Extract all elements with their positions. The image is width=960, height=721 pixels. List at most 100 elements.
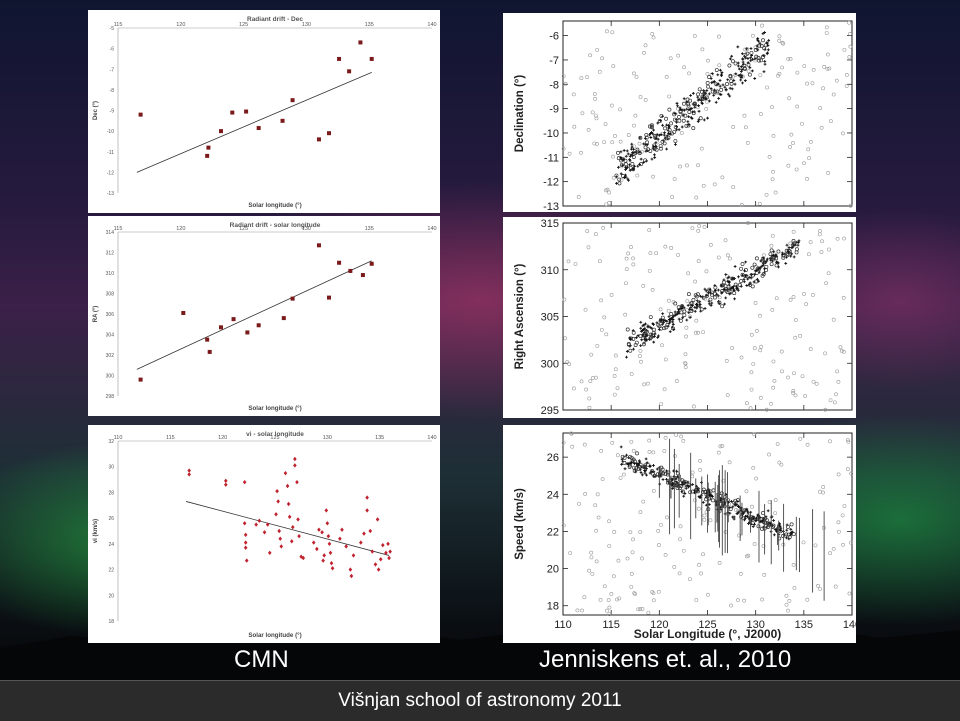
background-point [633, 592, 638, 596]
data-point [290, 296, 295, 301]
data-point [322, 553, 326, 558]
data-point [665, 469, 668, 473]
background-point [813, 543, 818, 548]
data-point [781, 255, 786, 260]
background-point [744, 489, 749, 494]
data-point [686, 303, 690, 307]
background-point [629, 572, 634, 576]
data-point [739, 266, 743, 271]
data-point [690, 301, 695, 305]
data-point [657, 334, 660, 338]
data-point [299, 554, 303, 559]
data-point [790, 530, 794, 534]
data-point [207, 349, 212, 354]
data-point [224, 478, 228, 484]
background-point [681, 548, 686, 553]
data-point [643, 158, 648, 163]
data-point [742, 277, 746, 281]
background-point [718, 444, 723, 449]
data-point [744, 260, 748, 264]
background-point [664, 74, 669, 79]
x-tick-label: 130 [302, 226, 311, 232]
trend-line [136, 260, 372, 370]
data-point [743, 66, 747, 71]
data-point [619, 172, 623, 176]
data-point [340, 527, 344, 532]
data-point [324, 508, 329, 513]
data-point [691, 126, 696, 131]
background-point [629, 372, 634, 376]
data-point [728, 507, 733, 512]
background-point [594, 113, 598, 118]
background-point [699, 146, 704, 151]
data-point [750, 273, 755, 278]
background-point [602, 584, 607, 589]
data-point [755, 44, 759, 48]
data-point [243, 540, 248, 545]
background-point [841, 542, 845, 547]
background-point [607, 612, 612, 617]
background-point [692, 34, 697, 38]
data-point [644, 322, 647, 326]
data-point [700, 101, 704, 105]
data-point [639, 157, 643, 161]
data-point [699, 493, 703, 497]
background-point [821, 490, 825, 495]
background-point [773, 190, 778, 195]
data-point [787, 537, 791, 541]
background-point [687, 577, 692, 581]
background-point [607, 605, 612, 610]
data-point [766, 509, 770, 513]
background-point [677, 571, 682, 576]
data-point [625, 453, 628, 457]
data-point [753, 77, 757, 80]
data-point [777, 265, 780, 269]
data-point [686, 102, 691, 107]
data-point [729, 81, 734, 86]
background-point [773, 511, 778, 515]
background-point [802, 64, 807, 68]
background-point [730, 74, 735, 79]
data-point [667, 318, 671, 321]
background-point [842, 236, 846, 241]
background-point [570, 444, 575, 449]
background-point [691, 404, 696, 409]
background-point [838, 345, 843, 350]
data-point [787, 251, 791, 255]
data-point [699, 309, 703, 313]
y-axis-label: Right Ascension (°) [514, 263, 526, 369]
background-point [651, 450, 656, 455]
data-point [728, 94, 732, 98]
data-point [635, 462, 639, 466]
background-point [629, 245, 633, 249]
data-point [653, 332, 657, 336]
background-point [588, 53, 593, 58]
background-point [645, 381, 650, 386]
caption-cmn: CMN [234, 646, 289, 673]
data-point [658, 317, 663, 322]
y-tick-label: 300 [541, 358, 559, 370]
data-point [763, 267, 766, 271]
data-point [638, 460, 642, 464]
background-point [764, 407, 769, 412]
data-point [679, 310, 684, 315]
background-point [624, 267, 629, 272]
data-point [677, 477, 682, 482]
data-point [668, 321, 671, 325]
background-point [840, 513, 845, 518]
background-point [702, 225, 707, 229]
background-point [787, 96, 792, 101]
data-point [775, 260, 779, 264]
data-point [639, 344, 643, 348]
background-point [685, 163, 689, 168]
data-point [754, 270, 759, 275]
background-point [561, 440, 566, 445]
data-point [731, 515, 735, 519]
data-point [285, 483, 290, 489]
background-point [817, 232, 822, 237]
background-point [637, 141, 642, 146]
data-point [645, 461, 649, 465]
data-point [684, 486, 688, 490]
background-point [848, 31, 852, 36]
data-point [709, 292, 714, 297]
